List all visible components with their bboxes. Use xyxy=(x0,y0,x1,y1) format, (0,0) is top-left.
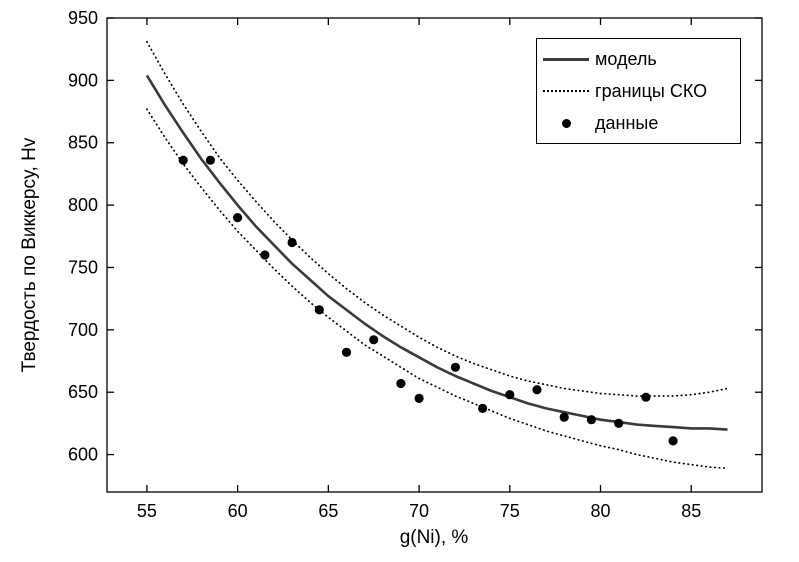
legend-item-bounds: границы СКО xyxy=(537,76,740,106)
legend-icon-cell xyxy=(537,118,595,128)
y-tick-label: 650 xyxy=(68,382,98,402)
data-point xyxy=(233,213,243,223)
data-point xyxy=(178,155,188,165)
y-tick-label: 800 xyxy=(68,195,98,215)
x-tick-label: 65 xyxy=(318,501,338,521)
data-point xyxy=(414,393,424,403)
data-point xyxy=(614,418,624,428)
y-tick-label: 700 xyxy=(68,320,98,340)
x-axis-label: g(Ni), % xyxy=(399,527,469,548)
legend-label-data: данные xyxy=(595,112,659,133)
solid-line-icon xyxy=(543,57,589,61)
legend-icon-cell xyxy=(537,90,595,92)
legend: модель границы СКО данные xyxy=(536,38,741,144)
upper-bound-line xyxy=(146,40,729,397)
x-tick-label: 70 xyxy=(409,501,429,521)
y-tick-label: 950 xyxy=(68,8,98,28)
x-tick-label: 55 xyxy=(137,501,157,521)
model-line xyxy=(145,74,728,431)
data-point xyxy=(260,250,270,260)
data-point xyxy=(559,412,569,422)
legend-label-bounds: границы СКО xyxy=(595,80,708,101)
legend-label-model: модель xyxy=(595,48,657,69)
lower-bound-line xyxy=(146,108,729,470)
data-point xyxy=(369,335,379,345)
y-tick-label: 600 xyxy=(68,445,98,465)
data-point xyxy=(314,305,324,315)
legend-icon-cell xyxy=(537,57,595,61)
data-point xyxy=(586,415,597,425)
y-tick-label: 850 xyxy=(68,133,98,153)
data-point xyxy=(205,155,215,165)
data-point xyxy=(287,237,297,248)
x-tick-label: 75 xyxy=(500,501,520,521)
x-tick-label: 85 xyxy=(681,501,701,521)
legend-item-data: данные xyxy=(537,108,740,138)
data-point xyxy=(532,385,542,395)
dotted-line-icon xyxy=(543,90,589,92)
data-point xyxy=(641,392,651,402)
y-tick-label: 750 xyxy=(68,257,98,277)
data-point xyxy=(668,436,678,446)
y-axis-label: Твердость по Виккерсу, Hv xyxy=(19,137,40,373)
axes-box xyxy=(106,17,763,493)
legend-item-model: модель xyxy=(537,44,740,74)
x-tick-label: 80 xyxy=(591,501,611,521)
data-point xyxy=(450,362,460,372)
x-tick-label: 60 xyxy=(228,501,248,521)
data-point xyxy=(505,390,515,400)
data-marker-icon xyxy=(561,118,571,128)
data-point xyxy=(396,378,406,389)
data-point xyxy=(478,403,488,413)
data-point xyxy=(341,347,352,357)
y-tick-label: 900 xyxy=(68,70,98,90)
